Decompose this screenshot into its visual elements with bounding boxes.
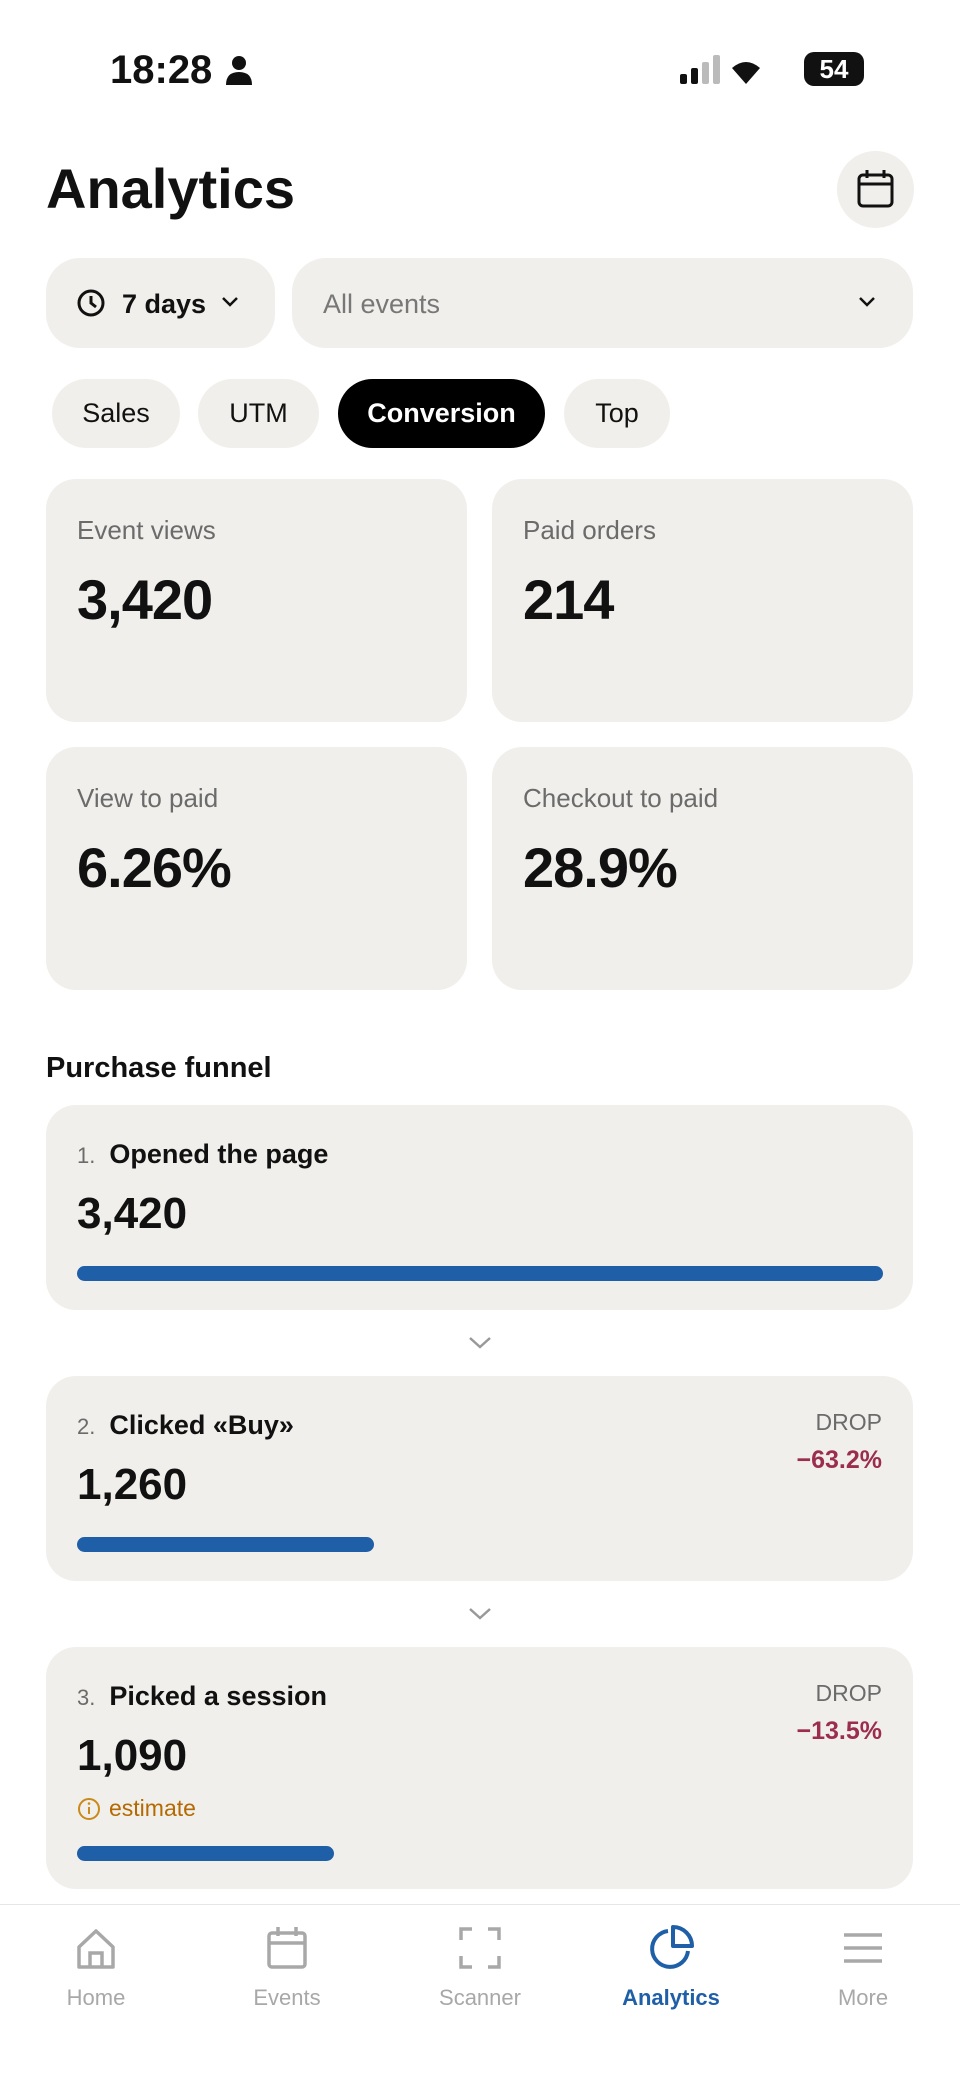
event-filter[interactable]: All events <box>292 258 913 348</box>
metric-card: Paid orders 214 <box>492 479 913 722</box>
period-filter[interactable]: 7 days <box>46 258 275 348</box>
metric-card: Checkout to paid 28.9% <box>492 747 913 990</box>
step-header: 2. Clicked «Buy» <box>77 1410 294 1441</box>
funnel-step: 3. Picked a session 1,090 DROP −13.5% estimat… <box>46 1647 913 1889</box>
step-number: 2. <box>77 1414 96 1439</box>
chevron <box>859 297 875 307</box>
event-label: All events <box>323 289 441 319</box>
step-label: Clicked «Buy» <box>109 1410 294 1440</box>
nav-label: More <box>837 1985 889 2010</box>
nav-item[interactable]: Events <box>212 1923 362 2011</box>
calendar-button[interactable] <box>837 151 914 228</box>
funnel-step: 1. Opened the page 3,420 <box>46 1105 913 1310</box>
nav-icon <box>844 1933 882 1963</box>
nav-item[interactable]: Home <box>21 1923 171 2011</box>
nav-item[interactable]: More <box>788 1923 938 2011</box>
period-label: 7 days <box>122 289 207 319</box>
metric-label: View to paid <box>77 783 219 813</box>
estimate-text: estimate <box>109 1795 196 1821</box>
bottom-nav: Home Events Scanner Analytics More <box>0 1904 960 2087</box>
nav-icon <box>77 1929 115 1969</box>
signal-wifi <box>680 55 760 84</box>
funnel-bar <box>77 1266 883 1281</box>
metric-label: Paid orders <box>523 515 656 545</box>
nav-item[interactable]: Analytics <box>596 1923 746 2011</box>
step-count: 1,260 <box>77 1460 188 1509</box>
section-title: Purchase funnel <box>46 1052 272 1084</box>
nav-icon <box>459 1927 501 1969</box>
step-chevron <box>467 1606 493 1627</box>
drop-label: DROP <box>815 1680 882 1706</box>
nav-icon <box>650 1925 694 1969</box>
nav-label: Home <box>66 1985 126 2010</box>
step-label: Opened the page <box>109 1139 329 1169</box>
metric-label: Event views <box>77 515 216 545</box>
metric-value: 28.9% <box>523 836 678 899</box>
chevron <box>222 297 238 307</box>
tab[interactable]: Conversion <box>338 379 545 448</box>
nav-label: Scanner <box>439 1985 521 2010</box>
step-chevron <box>467 1335 493 1356</box>
nav-label: Events <box>253 1985 321 2010</box>
funnel-bar <box>77 1537 374 1552</box>
tab[interactable]: Top <box>564 379 670 448</box>
info-icon <box>78 1797 100 1820</box>
metric-value: 214 <box>523 568 614 631</box>
calendar-icon <box>857 170 894 208</box>
person-icon <box>226 56 252 85</box>
funnel-step: 2. Clicked «Buy» 1,260 DROP −63.2% <box>46 1376 913 1581</box>
drop-label: DROP <box>815 1409 882 1435</box>
drop-value: −13.5% <box>796 1717 883 1745</box>
metric-value: 6.26% <box>77 836 232 899</box>
estimate-note: estimate <box>77 1795 196 1822</box>
step-number: 3. <box>77 1685 96 1710</box>
step-label: Picked a session <box>109 1681 327 1711</box>
clock-icon <box>77 289 105 317</box>
metric-card: Event views 3,420 <box>46 479 467 722</box>
tab[interactable]: Sales <box>52 379 180 448</box>
funnel-bar <box>77 1846 334 1861</box>
chevron <box>469 1608 491 1620</box>
step-header: 1. Opened the page <box>77 1139 328 1170</box>
metric-value: 3,420 <box>77 568 213 631</box>
status-time: 18:28 <box>110 48 213 92</box>
battery: 54 <box>804 52 864 86</box>
step-header: 3. Picked a session <box>77 1681 327 1712</box>
metric-label: Checkout to paid <box>523 783 719 813</box>
page-title: Analytics <box>46 157 295 220</box>
step-number: 1. <box>77 1143 96 1168</box>
nav-label: Analytics <box>622 1985 720 2010</box>
chevron <box>469 1337 491 1349</box>
drop-value: −63.2% <box>796 1446 883 1474</box>
step-count: 3,420 <box>77 1189 188 1238</box>
metric-card: View to paid 6.26% <box>46 747 467 990</box>
tab[interactable]: UTM <box>198 379 319 448</box>
step-count: 1,090 <box>77 1731 188 1780</box>
nav-icon <box>267 1927 307 1969</box>
nav-item[interactable]: Scanner <box>405 1923 555 2011</box>
